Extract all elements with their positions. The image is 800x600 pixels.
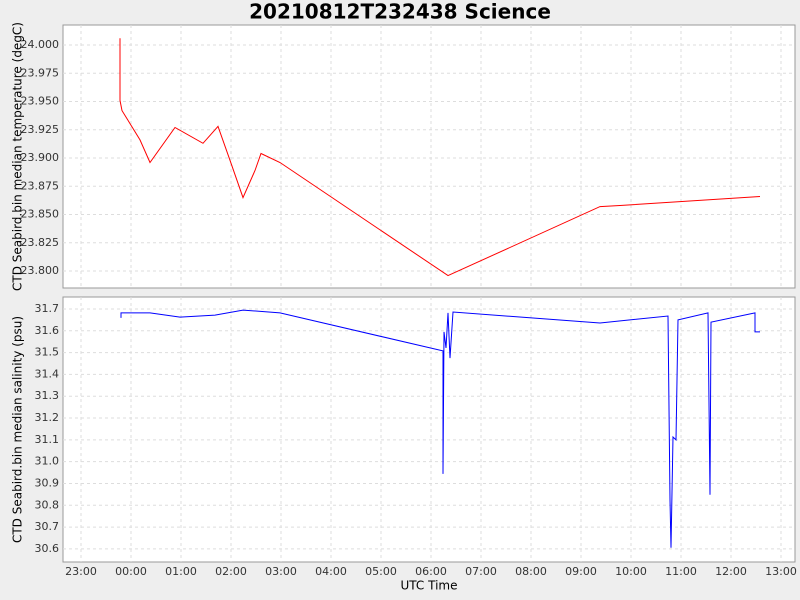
- x-axis-label: UTC Time: [401, 579, 458, 593]
- x-tick-label: 10:00: [615, 565, 647, 578]
- x-tick-label: 13:00: [765, 565, 797, 578]
- y-tick-label: 23.925: [21, 123, 60, 136]
- plot-area: [62, 24, 796, 289]
- y-tick-label: 23.800: [21, 264, 60, 277]
- plot-area: [62, 296, 796, 563]
- chart-title: 20210812T232438 Science: [249, 0, 551, 24]
- data-line: [119, 38, 761, 277]
- y-tick-label: 31.0: [35, 455, 60, 468]
- x-tick-label: 11:00: [665, 565, 697, 578]
- x-tick-label: 04:00: [315, 565, 347, 578]
- y-tick-label: 24.000: [21, 38, 60, 51]
- y-tick-label: 31.6: [35, 324, 60, 337]
- y-tick-label: 23.850: [21, 208, 60, 221]
- y-tick-label: 23.900: [21, 151, 60, 164]
- x-tick-label: 23:00: [65, 565, 97, 578]
- y-axis-label: CTD Seabird.bin median salinity (psu): [11, 316, 25, 543]
- x-tick-label: 09:00: [565, 565, 597, 578]
- x-tick-label: 02:00: [215, 565, 247, 578]
- x-tick-label: 12:00: [715, 565, 747, 578]
- x-tick-label: 07:00: [465, 565, 497, 578]
- y-tick-label: 30.9: [35, 476, 60, 489]
- y-tick-label: 23.875: [21, 179, 60, 192]
- y-tick-label: 30.7: [35, 520, 60, 533]
- y-tick-label: 31.3: [35, 389, 60, 402]
- y-tick-label: 30.8: [35, 498, 60, 511]
- y-tick-label: 23.975: [21, 66, 60, 79]
- data-line: [120, 309, 760, 548]
- y-tick-label: 30.6: [35, 542, 60, 555]
- y-tick-label: 31.4: [35, 367, 60, 380]
- x-tick-label: 03:00: [265, 565, 297, 578]
- y-tick-label: 31.2: [35, 411, 60, 424]
- x-tick-label: 06:00: [415, 565, 447, 578]
- y-tick-label: 23.825: [21, 236, 60, 249]
- x-tick-label: 08:00: [515, 565, 547, 578]
- x-tick-label: 00:00: [115, 565, 147, 578]
- y-tick-label: 31.1: [35, 433, 60, 446]
- x-tick-label: 05:00: [365, 565, 397, 578]
- y-tick-label: 23.950: [21, 95, 60, 108]
- x-tick-label: 01:00: [165, 565, 197, 578]
- y-tick-label: 31.5: [35, 346, 60, 359]
- y-axis-label: CTD Seabird.bin median temperature (degC…: [11, 22, 25, 291]
- y-tick-label: 31.7: [35, 302, 60, 315]
